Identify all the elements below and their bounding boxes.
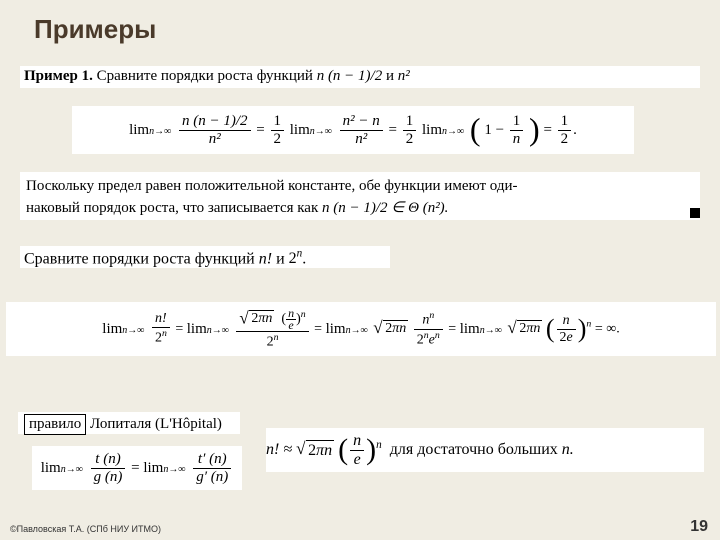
example1-label: Пример 1. [24, 68, 93, 84]
example1-and: и [386, 68, 394, 84]
example1-text: Сравните порядки роста функций [97, 68, 313, 84]
example2-f2: 2n [289, 250, 303, 267]
equation-3: limn→∞ t (n)g (n) = limn→∞ t′ (n)g′ (n) [32, 446, 242, 490]
example1-line: Пример 1. Сравните порядки роста функций… [20, 66, 700, 88]
conclusion-1: Поскольку предел равен положительной кон… [20, 172, 700, 220]
qed-marker [690, 208, 700, 218]
example2-line: Сравните порядки роста функций n! и 2n. [20, 246, 390, 268]
page-number: 19 [690, 518, 708, 536]
example2-f1: n! [259, 250, 272, 267]
stirling-tail: для достаточно больших [390, 441, 558, 459]
equation-1: limn→∞ n (n − 1)/2n² = 12 limn→∞ n² − nn… [72, 106, 634, 154]
conclusion-1-l1: Поскольку предел равен положительной кон… [26, 178, 518, 194]
footer-copyright: ©Павловская Т.А. (СПб НИУ ИТМО) [10, 524, 161, 534]
slide-title: Примеры [34, 14, 156, 45]
example1-f2: n² [398, 68, 410, 84]
conclusion-1-l2a: наковый порядок роста, что записывается … [26, 200, 318, 216]
hospital-boxed: правило [24, 414, 86, 435]
example2-text: Сравните порядки роста функций [24, 250, 255, 267]
example1-f1: n (n − 1)/2 [317, 68, 383, 84]
conclusion-1-tex: n (n − 1)/2 ∈ Θ (n²). [322, 200, 448, 216]
hospital-text: Лопиталя (L'Hôpital) [90, 416, 222, 432]
stirling-var: n. [562, 441, 574, 459]
hospital-label: правило Лопиталя (L'Hôpital) [18, 412, 240, 434]
equation-2: limn→∞ n!2n = limn→∞ 2πn (ne)n 2n = limn… [6, 302, 716, 356]
example2-and: и [276, 250, 285, 267]
stirling-line: n! ≈ 2πn (ne)n для достаточно больших n. [266, 428, 704, 472]
